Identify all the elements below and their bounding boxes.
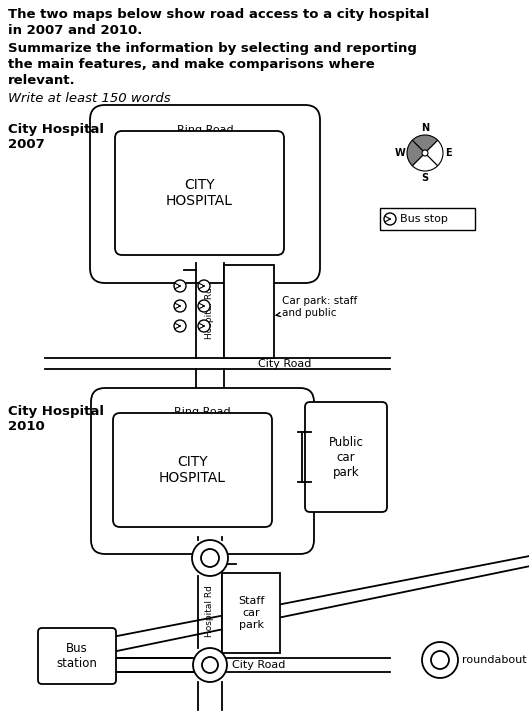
Wedge shape (407, 140, 425, 166)
Text: Summarize the information by selecting and reporting: Summarize the information by selecting a… (8, 42, 417, 55)
Circle shape (174, 320, 186, 332)
Text: CITY
HOSPITAL: CITY HOSPITAL (166, 178, 233, 208)
Circle shape (198, 300, 210, 312)
Text: Bus stop: Bus stop (400, 214, 448, 224)
Text: Ring Road: Ring Road (174, 407, 231, 417)
Text: in 2007 and 2010.: in 2007 and 2010. (8, 24, 142, 37)
Circle shape (422, 642, 458, 678)
Text: N: N (421, 123, 429, 133)
Text: Write at least 150 words: Write at least 150 words (8, 92, 171, 105)
Wedge shape (412, 153, 437, 171)
Circle shape (193, 648, 227, 682)
Text: W: W (394, 148, 405, 158)
Text: the main features, and make comparisons where: the main features, and make comparisons … (8, 58, 375, 71)
FancyBboxPatch shape (91, 388, 314, 554)
Circle shape (174, 300, 186, 312)
Text: S: S (422, 173, 428, 183)
Bar (224, 265, 274, 358)
Text: City Road: City Road (258, 358, 312, 368)
Text: Public
car
park: Public car park (329, 436, 363, 478)
Wedge shape (412, 135, 437, 153)
Text: The two maps below show road access to a city hospital: The two maps below show road access to a… (8, 8, 429, 21)
Text: CITY
HOSPITAL: CITY HOSPITAL (159, 455, 226, 485)
Circle shape (422, 150, 428, 156)
Text: roundabout: roundabout (462, 655, 527, 665)
Text: Bus
station: Bus station (57, 642, 97, 670)
Circle shape (384, 213, 396, 225)
Circle shape (192, 540, 228, 576)
FancyBboxPatch shape (115, 131, 284, 255)
FancyBboxPatch shape (305, 402, 387, 512)
Circle shape (198, 280, 210, 292)
Text: Hospital Rd: Hospital Rd (205, 287, 214, 339)
Text: City Hospital
2010: City Hospital 2010 (8, 405, 104, 433)
Circle shape (174, 280, 186, 292)
Circle shape (202, 657, 218, 673)
Circle shape (431, 651, 449, 669)
Text: Staff
car
park: Staff car park (238, 597, 264, 629)
Text: relevant.: relevant. (8, 74, 76, 87)
Text: City Road: City Road (232, 660, 285, 670)
Wedge shape (425, 140, 443, 166)
Text: E: E (445, 148, 452, 158)
Text: City Hospital
2007: City Hospital 2007 (8, 123, 104, 151)
Circle shape (198, 320, 210, 332)
FancyBboxPatch shape (90, 105, 320, 283)
Text: Ring Road: Ring Road (177, 125, 233, 135)
Bar (380, 208, 475, 230)
Circle shape (201, 549, 219, 567)
FancyBboxPatch shape (38, 628, 116, 684)
Text: Hospital Rd: Hospital Rd (205, 586, 214, 637)
Bar (222, 573, 280, 653)
FancyBboxPatch shape (113, 413, 272, 527)
Text: Car park: staff
and public: Car park: staff and public (276, 296, 357, 318)
